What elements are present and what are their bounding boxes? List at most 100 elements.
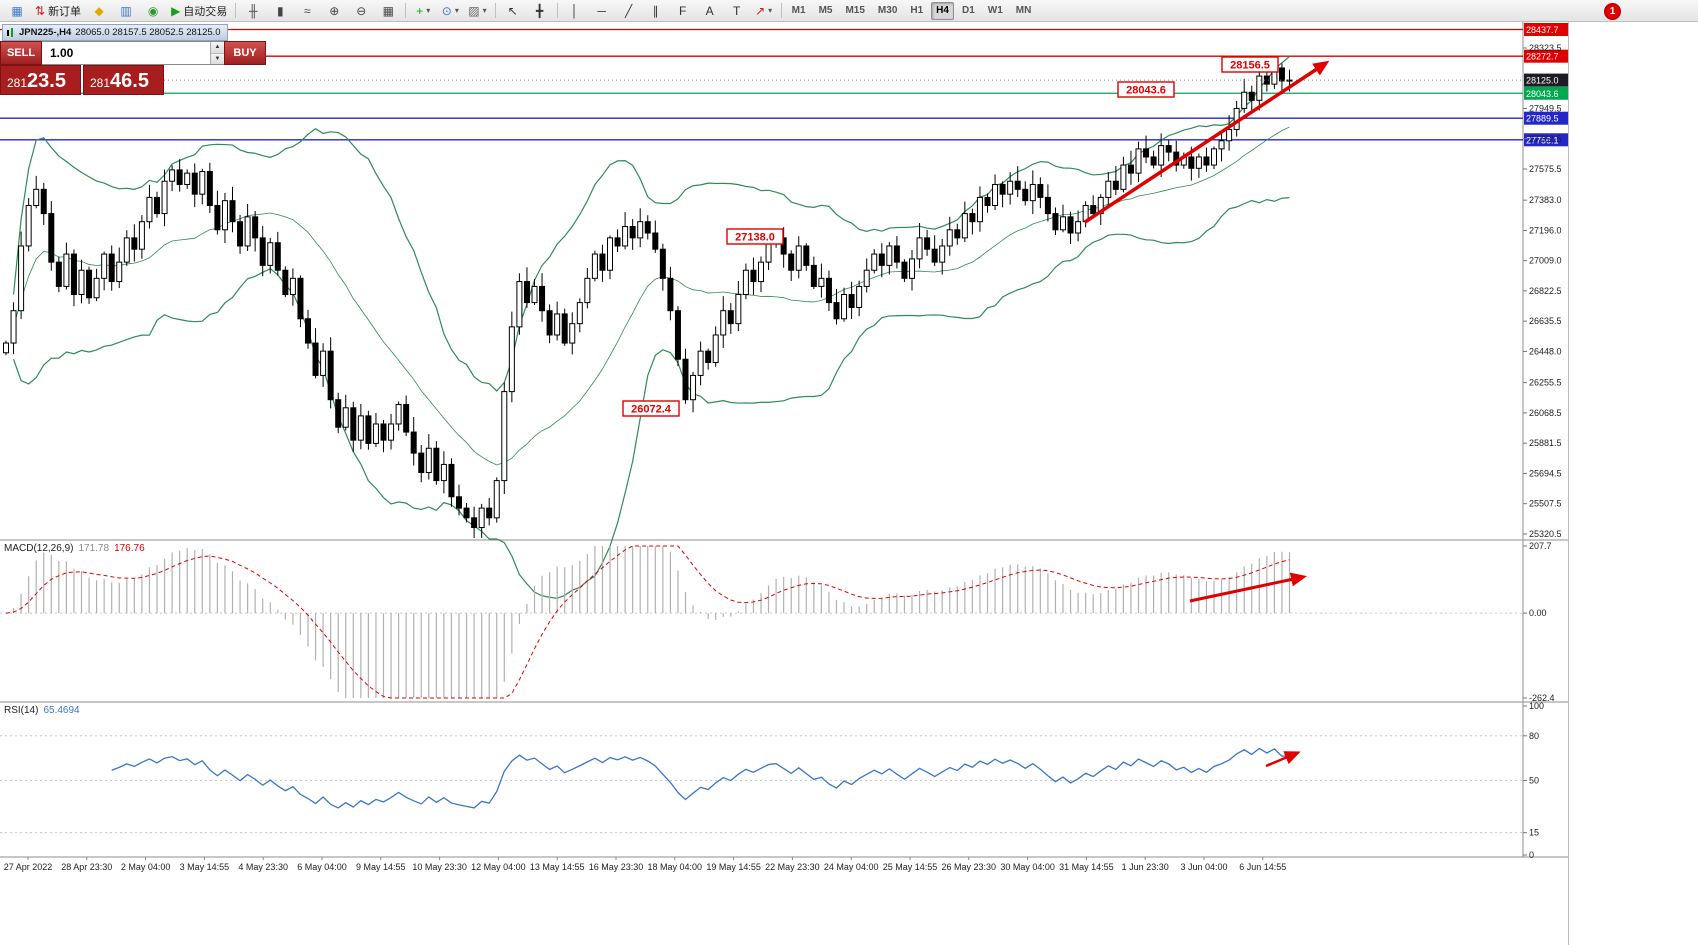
vertical-line-button[interactable]: │	[562, 1, 588, 21]
zoom-out-icon: ⊖	[356, 3, 367, 18]
svg-text:4 May 23:30: 4 May 23:30	[238, 862, 288, 872]
timeframe-button-m5[interactable]: M5	[818, 5, 833, 16]
buy-price-big-digits: 46.5	[110, 70, 149, 92]
tile-windows-icon: ▦	[382, 3, 394, 18]
market-watch-button[interactable]: ▥	[113, 1, 139, 21]
market-watch-icon: ▥	[120, 3, 132, 18]
svg-text:26 May 23:30: 26 May 23:30	[942, 862, 997, 872]
svg-text:19 May 14:55: 19 May 14:55	[706, 862, 761, 872]
new-order-icon: ⇅	[35, 3, 46, 18]
price-annotations: 28156.5 28043.6 27138.0 26072.4	[622, 56, 1279, 417]
tile-windows-button[interactable]: ▦	[375, 1, 401, 21]
crosshair-icon: ╋	[536, 3, 544, 18]
text-label-button[interactable]: T	[724, 1, 750, 21]
volume-input[interactable]	[42, 42, 210, 64]
timeframe-button-h4[interactable]: H4	[931, 1, 954, 20]
periods-icon: ⊙	[441, 3, 452, 18]
zoom-out-button[interactable]: ⊖	[348, 1, 374, 21]
trendline-icon: ╱	[625, 3, 633, 18]
channel-icon: ∥	[652, 3, 659, 18]
metaeditor-icon: ◆	[94, 3, 104, 18]
svg-text:25694.5: 25694.5	[1529, 468, 1562, 478]
timeframe-button-d1[interactable]: D1	[961, 5, 975, 16]
timeframe-button-m30[interactable]: M30	[877, 5, 898, 16]
horizontal-line-button[interactable]: ─	[589, 1, 615, 21]
svg-text:16 May 23:30: 16 May 23:30	[589, 862, 644, 872]
text-icon: A	[705, 3, 714, 18]
svg-text:28156.5: 28156.5	[1230, 60, 1270, 72]
horizontal-line-icon: ─	[597, 3, 606, 18]
zoom-in-button[interactable]: ⊕	[321, 1, 347, 21]
arrows-button[interactable]: ↗ ▾	[751, 1, 777, 21]
timeframe-button-w1[interactable]: W1	[987, 5, 1003, 16]
svg-text:26448.0: 26448.0	[1529, 346, 1562, 356]
volume-increase-button[interactable]: ▲	[211, 42, 224, 54]
svg-text:25507.5: 25507.5	[1529, 499, 1562, 509]
svg-text:27009.0: 27009.0	[1529, 256, 1562, 266]
svg-text:80: 80	[1529, 731, 1539, 741]
timeframe-button-m1[interactable]: M1	[791, 5, 806, 16]
arrows-icon: ↗	[755, 3, 766, 18]
trendline-button[interactable]: ╱	[616, 1, 642, 21]
sell-button[interactable]: SELL	[0, 41, 42, 65]
chart-symbol-timeframe: JPN225-,H4	[19, 27, 72, 38]
time-axis[interactable]: 27 Apr 2022 28 Apr 23:30 2 May 04:00 3 May …	[4, 857, 1287, 872]
sell-price-display[interactable]: 281 23.5	[0, 65, 81, 95]
svg-text:30 May 04:00: 30 May 04:00	[1000, 862, 1055, 872]
macd-panel: 207.7 0.00 -262.4	[0, 541, 1555, 703]
dropdown-caret-icon: ▾	[482, 6, 487, 15]
volume-decrease-button[interactable]: ▼	[211, 53, 224, 64]
dropdown-caret-icon: ▾	[454, 6, 459, 15]
candlestick-chart-icon: ▮	[276, 3, 284, 18]
candlestick-chart-button[interactable]: ▮	[267, 1, 293, 21]
svg-text:-262.4: -262.4	[1529, 693, 1555, 703]
svg-text:50: 50	[1529, 776, 1539, 786]
svg-text:6 May 04:00: 6 May 04:00	[297, 862, 347, 872]
main-toolbar: ▦ ⇅ 新订单 ◆ ▥ ◉ ▶ 自动交易 ╫ ▮ ≈ ⊕ ⊖ ▦ + ▾ ⊙ ▾ ▨ ▾ ↖ ╋ │ ─ ╱ ∥ F A T ↗ ▾ M1 M5…	[0, 0, 1698, 22]
metaeditor-button[interactable]: ◆	[86, 1, 112, 21]
sell-price-prefix: 281	[7, 76, 28, 90]
buy-button[interactable]: BUY	[224, 41, 266, 65]
fibonacci-button[interactable]: F	[670, 1, 696, 21]
rsi-value: 65.4694	[43, 705, 80, 716]
chart-canvas[interactable]: 28437.728272.728043.627889.527756.128323…	[0, 22, 1568, 945]
svg-text:28 Apr 23:30: 28 Apr 23:30	[61, 862, 112, 872]
cursor-button[interactable]: ↖	[500, 1, 526, 21]
indicators-button[interactable]: + ▾	[410, 1, 436, 21]
buy-price-display[interactable]: 281 46.5	[83, 65, 164, 95]
notification-badge[interactable]: 1	[1604, 3, 1621, 20]
timeframe-button-m15[interactable]: M15	[845, 5, 865, 16]
autotrading-icon: ▶	[171, 3, 181, 18]
price-axis[interactable]: 28323.5 27949.5 27762.5 27575.5 27383.0 27196…	[1523, 43, 1562, 539]
text-button[interactable]: A	[697, 1, 723, 21]
timeframe-button-h1[interactable]: H1	[910, 5, 924, 16]
svg-text:27138.0: 27138.0	[735, 232, 775, 244]
bar-chart-button[interactable]: ╫	[240, 1, 266, 21]
svg-text:22 May 23:30: 22 May 23:30	[765, 862, 820, 872]
current-price-tag: 28125.0	[1524, 73, 1568, 87]
rsi-label: RSI(14) 65.4694	[4, 705, 80, 716]
svg-text:28437.7: 28437.7	[1526, 25, 1559, 35]
toolbar-separator	[556, 3, 558, 18]
new-order-button[interactable]: ⇅ 新订单	[31, 1, 85, 21]
macd-label: MACD(12,26,9) 171.78 176.76	[4, 543, 145, 554]
panel-frame[interactable]	[0, 22, 1568, 858]
crosshair-button[interactable]: ╋	[527, 1, 553, 21]
svg-text:24 May 04:00: 24 May 04:00	[824, 862, 879, 872]
app-icon-button[interactable]: ▦	[4, 1, 30, 21]
svg-text:28323.5: 28323.5	[1529, 43, 1562, 53]
timeframe-button-mn[interactable]: MN	[1015, 5, 1032, 16]
autotrading-button[interactable]: ▶ 自动交易	[167, 1, 231, 21]
navigator-button[interactable]: ◉	[140, 1, 166, 21]
chart-title-bar[interactable]: JPN225-,H4 28065.0 28157.5 28052.5 28125…	[2, 24, 228, 41]
templates-button[interactable]: ▨ ▾	[464, 1, 490, 21]
periods-button[interactable]: ⊙ ▾	[437, 1, 463, 21]
line-chart-button[interactable]: ≈	[294, 1, 320, 21]
horizontal-lines-layer[interactable]: 28437.7 28272.7 28043.6 27889.5 27756.1	[0, 22, 1568, 147]
channel-button[interactable]: ∥	[643, 1, 669, 21]
bollinger-bands	[12, 56, 1290, 599]
rsi-panel: 100 80 50 15 0	[0, 701, 1544, 860]
svg-text:13 May 14:55: 13 May 14:55	[530, 862, 585, 872]
trend-arrows	[1084, 60, 1330, 768]
